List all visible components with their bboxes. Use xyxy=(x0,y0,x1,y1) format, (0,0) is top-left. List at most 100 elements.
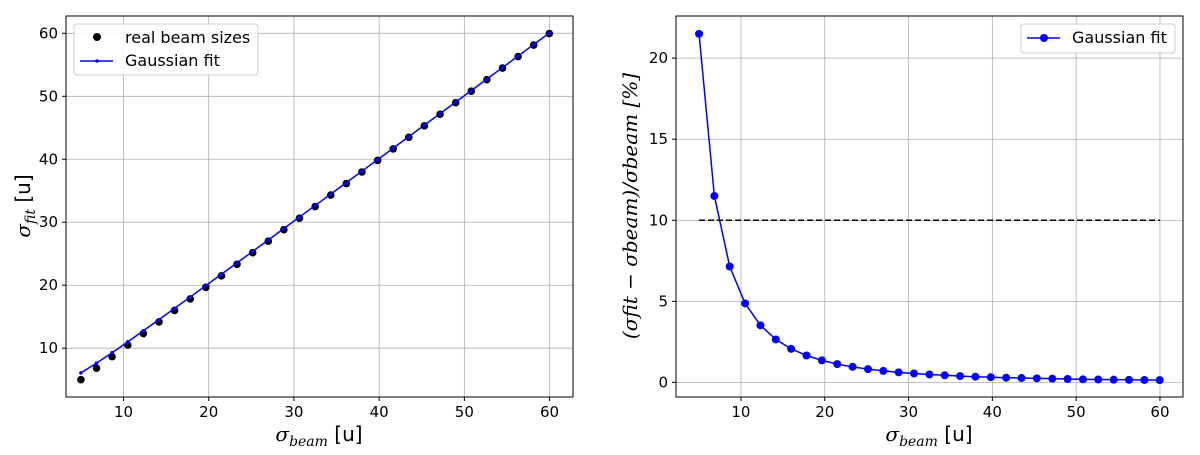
data-point-gaussian-fit xyxy=(802,351,811,360)
data-point-gaussian-fit xyxy=(453,100,458,104)
data-point-gaussian-fit xyxy=(741,299,750,308)
data-point-gaussian-fit xyxy=(771,335,780,344)
data-point-gaussian-fit xyxy=(710,191,719,200)
data-point-gaussian-fit xyxy=(110,350,114,355)
left-x-axis-sub: beam xyxy=(289,434,328,450)
data-point-gaussian-fit xyxy=(219,272,224,277)
data-point-gaussian-fit xyxy=(787,344,796,353)
data-point-gaussian-fit xyxy=(1094,375,1103,384)
y-tick-label: 50 xyxy=(39,87,58,105)
data-point-gaussian-fit xyxy=(157,317,161,322)
data-point-gaussian-fit xyxy=(1155,376,1164,385)
data-point-gaussian-fit xyxy=(940,371,949,380)
data-point-gaussian-fit xyxy=(986,373,995,382)
data-point-gaussian-fit xyxy=(1078,375,1087,384)
data-point-gaussian-fit xyxy=(422,123,427,127)
data-point-gaussian-fit xyxy=(1109,375,1118,384)
data-point-gaussian-fit xyxy=(817,356,826,365)
right-x-axis-sub: beam xyxy=(899,434,938,450)
x-tick-label: 10 xyxy=(731,403,750,421)
x-tick-label: 60 xyxy=(540,403,559,421)
y-tick-label: 0 xyxy=(658,373,668,391)
right-plot-frame xyxy=(675,15,1184,398)
data-point-gaussian-fit xyxy=(909,369,918,378)
data-point-gaussian-fit xyxy=(344,180,349,185)
data-point-gaussian-fit xyxy=(266,238,271,242)
y-tick-label: 20 xyxy=(39,276,58,294)
right-plot-ticks: 10 20 30 40 50 60 0 5 10 15 20 xyxy=(649,49,1170,421)
data-point-gaussian-fit xyxy=(1032,374,1041,383)
data-point-real-beam-sizes xyxy=(77,375,85,384)
data-point-gaussian-fit xyxy=(925,370,934,379)
left-plot-marks xyxy=(77,29,554,384)
data-point-gaussian-fit xyxy=(695,29,704,38)
x-tick-label: 40 xyxy=(370,403,389,421)
data-point-gaussian-fit xyxy=(894,368,903,377)
data-point-gaussian-fit xyxy=(485,77,489,81)
y-tick-label: 40 xyxy=(39,150,58,168)
data-point-real-beam-sizes xyxy=(186,295,195,303)
right-x-axis-label: σbeam [u] xyxy=(885,422,972,450)
left-legend-box xyxy=(73,23,259,76)
data-point-gaussian-fit xyxy=(516,54,520,58)
data-point-gaussian-fit xyxy=(833,360,842,369)
legend-gaussian-marker xyxy=(95,59,99,63)
right-plot-marks xyxy=(695,29,1164,385)
data-point-gaussian-fit xyxy=(531,42,536,47)
data-point-gaussian-fit xyxy=(125,340,130,344)
x-tick-label: 40 xyxy=(983,403,1002,421)
data-point-gaussian-fit xyxy=(391,146,396,150)
left-plot-frame xyxy=(65,15,574,398)
data-point-gaussian-fit xyxy=(328,192,333,196)
data-point-gaussian-fit xyxy=(250,249,255,254)
data-point-gaussian-fit xyxy=(235,261,239,265)
x-tick-label: 30 xyxy=(899,403,918,421)
left-x-axis-symbol: σ xyxy=(275,422,290,446)
data-point-gaussian-fit xyxy=(469,88,474,93)
data-point-gaussian-fit xyxy=(956,372,965,381)
y-tick-label: 20 xyxy=(649,49,668,67)
y-tick-label: 30 xyxy=(39,213,58,231)
x-tick-label: 60 xyxy=(1150,403,1169,421)
legend-gaussian-label: Gaussian fit xyxy=(125,51,220,70)
data-point-gaussian-fit xyxy=(375,157,380,162)
legend-real-beam-marker xyxy=(93,33,101,41)
data-point-gaussian-fit xyxy=(971,372,980,381)
data-point-gaussian-fit xyxy=(79,371,83,375)
data-point-gaussian-fit xyxy=(863,365,872,374)
x-tick-label: 50 xyxy=(1067,403,1086,421)
right-x-axis-symbol: σ xyxy=(885,422,900,446)
data-point-gaussian-fit xyxy=(1002,373,1011,382)
left-y-axis-label: σfit [u] xyxy=(11,174,39,237)
data-point-gaussian-fit xyxy=(313,203,317,208)
data-point-gaussian-fit xyxy=(547,31,552,35)
legend-real-beam-label: real beam sizes xyxy=(125,28,250,47)
data-point-gaussian-fit xyxy=(407,134,411,139)
left-y-axis-unit: [u] xyxy=(11,174,35,209)
legend-right-gaussian-marker xyxy=(1040,34,1048,42)
y-tick-label: 15 xyxy=(649,130,668,148)
data-point-real-beam-sizes xyxy=(92,364,101,372)
y-tick-label: 10 xyxy=(649,211,668,229)
data-point-gaussian-fit xyxy=(360,169,364,173)
left-x-axis-unit: [u] xyxy=(328,422,363,446)
data-point-gaussian-fit xyxy=(848,362,857,371)
right-y-axis-label: (σfit − σbeam)/σbeam [%] xyxy=(618,73,642,339)
data-point-gaussian-fit xyxy=(172,306,177,311)
data-point-gaussian-fit xyxy=(438,111,442,116)
data-point-gaussian-fit xyxy=(282,226,286,231)
x-tick-label: 10 xyxy=(114,403,133,421)
left-y-axis-symbol: σ xyxy=(11,223,35,238)
data-point-gaussian-fit xyxy=(94,361,99,365)
data-point-gaussian-fit xyxy=(500,65,505,70)
data-point-gaussian-fit xyxy=(188,295,193,299)
left-y-axis-sub: fit xyxy=(23,209,39,225)
y-tick-label: 60 xyxy=(39,24,58,42)
x-tick-label: 30 xyxy=(284,403,303,421)
left-legend: real beam sizes Gaussian fit xyxy=(73,23,259,76)
right-legend: Gaussian fit xyxy=(1020,23,1176,54)
data-point-gaussian-fit xyxy=(1048,374,1057,383)
left-plot-ticks: 10 20 30 40 50 60 10 20 30 40 50 60 xyxy=(39,24,559,421)
data-point-gaussian-fit xyxy=(297,215,302,219)
